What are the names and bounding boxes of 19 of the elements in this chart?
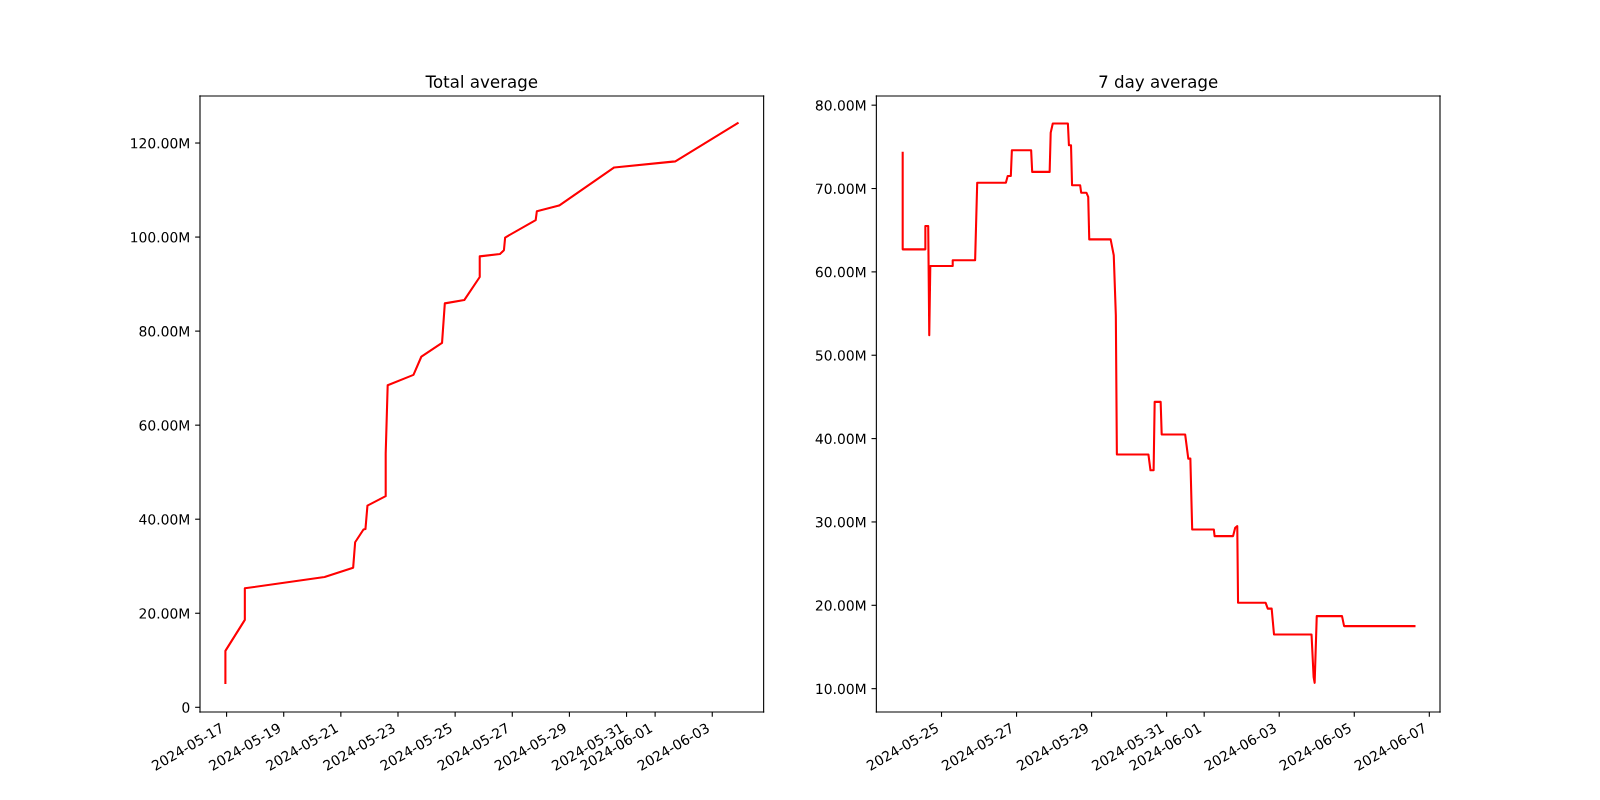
- y-tick-label: 0: [182, 702, 190, 713]
- y-tick-label: 20.00M: [139, 608, 189, 619]
- y-tick-label: 10.00M: [816, 683, 866, 695]
- line-series: [224, 122, 739, 684]
- y-tick-label: 70.00M: [816, 183, 866, 194]
- y-tick-label: 30.00M: [815, 516, 866, 528]
- y-tick-label: 120.00M: [131, 137, 189, 149]
- y-tick-label: 80.00M: [139, 326, 189, 337]
- y-tick-label: 60.00M: [139, 420, 189, 431]
- y-tick-label: 60.00M: [815, 266, 866, 278]
- y-tick-label: 80.00M: [815, 100, 866, 111]
- chart-title: 7 day average: [1099, 75, 1218, 92]
- y-tick-label: 50.00M: [815, 350, 866, 361]
- y-tick-label: 20.00M: [815, 600, 866, 611]
- y-tick-label: 40.00M: [815, 433, 866, 445]
- y-tick-label: 40.00M: [139, 514, 189, 525]
- y-tick-label: 100.00M: [131, 232, 189, 243]
- chart-title: Total average: [425, 75, 538, 92]
- line-series: [901, 122, 1416, 684]
